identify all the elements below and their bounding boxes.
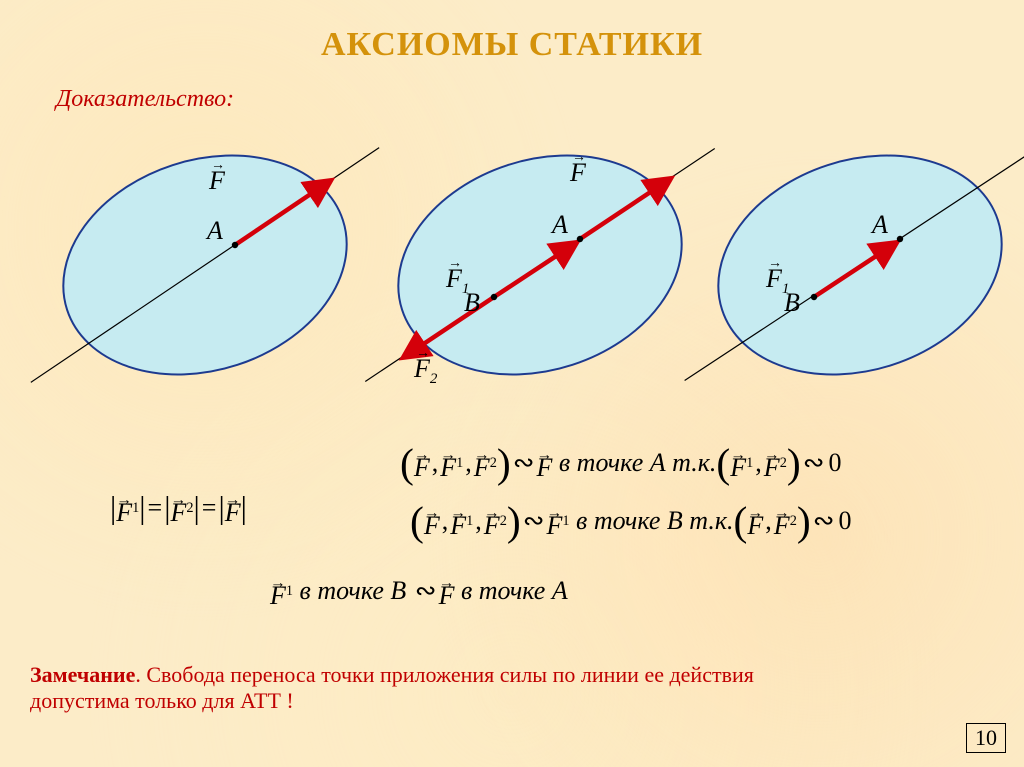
eq-line3: →F1 в точке B ∾ →F в точке A: [270, 576, 568, 606]
point-label: B: [784, 288, 800, 317]
eq-magnitudes: |→F1| = |→F2| = |→F|: [110, 490, 247, 526]
diagram-2: F→F1→F2→AB: [365, 120, 714, 409]
point-label: A: [870, 210, 888, 239]
point-dot: [897, 236, 903, 242]
point-dot: [811, 294, 817, 300]
vector-arrow-glyph: →: [211, 158, 225, 173]
point-dot: [577, 236, 583, 242]
remark: Замечание. Свобода переноса точки прилож…: [30, 662, 754, 714]
remark-line2: допустима только для АТТ !: [30, 688, 294, 713]
point-label: A: [205, 216, 223, 245]
body-ellipse: [690, 120, 1024, 409]
vector-arrow-glyph: →: [768, 256, 782, 271]
eq-line1: ( →F, →F1, →F2 ) ∾ →F в точке A т.к. ( →…: [400, 448, 844, 478]
point-label: A: [550, 210, 568, 239]
vector-arrow-glyph: →: [448, 256, 462, 271]
remark-line1: . Свобода переноса точки приложения силы…: [135, 662, 754, 687]
eq-line2: ( →F, →F1, →F2 ) ∾ →F1 в точке B т.к. ( …: [410, 506, 854, 536]
vector-arrow-glyph: →: [572, 150, 586, 165]
page-number: 10: [966, 723, 1006, 753]
diagram-3: F1→AB: [685, 120, 1024, 409]
page-title: АКСИОМЫ СТАТИКИ: [0, 26, 1024, 64]
vector-arrow-glyph: →: [416, 346, 430, 361]
point-label: B: [464, 288, 480, 317]
remark-label: Замечание: [30, 662, 135, 687]
diagram-1: F→A: [31, 120, 379, 409]
point-dot: [491, 294, 497, 300]
proof-label: Доказательство:: [56, 86, 234, 113]
point-dot: [232, 242, 238, 248]
